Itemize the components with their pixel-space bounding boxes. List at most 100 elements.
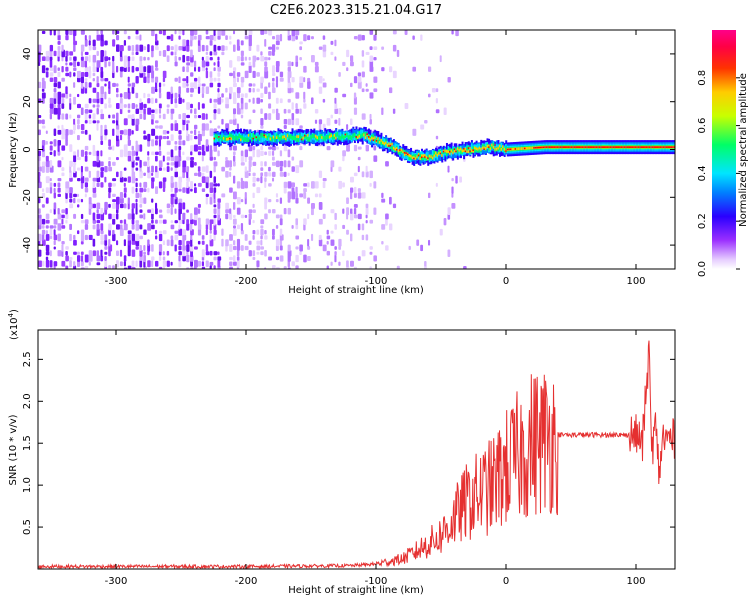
spectrogram-cell — [41, 77, 45, 82]
spectrogram-cell — [236, 256, 240, 261]
spectrogram-ridge-cell — [508, 148, 511, 151]
spectrogram-cell — [233, 261, 237, 266]
spectrogram-ridge-cell — [626, 146, 629, 148]
spectrogram-cell — [162, 219, 167, 224]
spectrogram-cell — [57, 107, 61, 116]
spectrogram-ridge-cell — [247, 133, 250, 141]
spectrogram-cell — [96, 108, 99, 115]
spectrogram-cell — [77, 124, 80, 130]
spectrogram-cell — [217, 198, 221, 203]
spectrogram-cell — [209, 223, 212, 231]
spectrogram-cell — [268, 51, 272, 56]
spectrogram-cell — [131, 160, 135, 168]
spectrogram-cell — [311, 181, 315, 189]
spectrogram-cell — [69, 223, 73, 231]
spectrogram-ridge-cell — [420, 156, 423, 159]
spectrogram-cell — [260, 125, 264, 129]
spectrogram-ridge-cell — [488, 144, 491, 148]
spectrogram-ridge-cell — [294, 130, 297, 141]
spectrogram-cell — [84, 39, 88, 47]
spectrogram-cell — [182, 118, 186, 125]
spectrogram-cell — [127, 109, 131, 113]
spectrogram-cell — [194, 30, 198, 36]
spectrogram-cell — [252, 176, 256, 183]
spectrogram-cell — [73, 234, 76, 241]
spectrogram-cell — [326, 229, 329, 235]
spectrogram-cell — [209, 234, 212, 241]
spectrogram-cell — [295, 103, 298, 109]
spectrogram-cell — [147, 151, 150, 156]
spectrogram-cell — [127, 239, 132, 246]
spectrogram-ridge-cell — [653, 146, 656, 148]
spectrogram-cell — [240, 222, 244, 231]
spectrogram-ridge-cell — [403, 151, 406, 154]
spectrogram-cell — [334, 246, 337, 250]
spectrogram-cell — [174, 145, 178, 151]
spectrogram-cell — [143, 254, 146, 263]
spectrogram-cell — [53, 192, 56, 199]
spectrogram-cell — [84, 35, 87, 41]
spectrogram-ridge-cell — [389, 144, 392, 150]
spectrogram-cell — [108, 223, 112, 231]
spectrogram-cell — [186, 219, 190, 225]
spectrogram-ridge-cell — [405, 152, 408, 154]
spectrogram-cell — [236, 55, 241, 62]
spectrogram-cell — [96, 123, 99, 131]
spectrogram-cell — [45, 165, 50, 173]
spectrogram-cell — [350, 82, 353, 88]
spectrogram-cell — [287, 109, 291, 114]
spectrogram-cell — [77, 134, 80, 141]
spectrogram-ridge-cell — [537, 146, 540, 149]
spectrogram-ridge-cell — [342, 131, 345, 139]
spectrogram-cell — [100, 128, 103, 137]
spectrogram-cell — [373, 34, 377, 41]
spectrogram-cell — [151, 151, 155, 156]
spectrogram-cell — [84, 145, 89, 151]
spectrogram-cell — [166, 156, 171, 161]
spectrogram-cell — [213, 109, 217, 114]
spectrogram-cell — [178, 140, 182, 146]
spectrogram-cell — [162, 251, 165, 256]
spectrogram-ridge-cell — [294, 136, 297, 141]
spectrogram-ridge-cell — [584, 146, 587, 148]
spectrogram-cell — [139, 108, 143, 114]
spectrogram-cell — [158, 214, 163, 219]
spectrogram-cell — [268, 57, 271, 61]
spectrogram-cell — [209, 265, 212, 269]
spectrogram-cell — [84, 78, 88, 82]
spectrogram-cell — [123, 40, 127, 46]
spectrogram-cell — [41, 119, 45, 125]
spectrogram-ridge-cell — [363, 133, 366, 137]
spectrogram-cell — [225, 103, 229, 109]
spectrogram-cell — [92, 66, 96, 73]
spectrogram-cell — [84, 129, 88, 135]
spectrogram-ridge-cell — [254, 134, 257, 139]
spectrogram-cell — [96, 250, 100, 257]
spectrogram-cell — [420, 34, 423, 41]
spectrogram-cell — [213, 229, 217, 235]
spectrogram-cell — [209, 149, 213, 158]
spectrogram-cell — [252, 55, 257, 62]
spectrogram-cell — [240, 155, 244, 163]
spectrogram-cell — [65, 50, 69, 57]
spectrogram-cell — [61, 214, 65, 219]
spectrogram-cell — [104, 255, 107, 261]
spectrogram-cell — [147, 57, 150, 61]
spectrogram-cell — [272, 171, 276, 177]
spectrogram-cell — [38, 198, 41, 204]
spectrogram-cell — [178, 212, 181, 221]
spectrogram-cell — [201, 83, 206, 87]
spectrogram-ridge-cell — [385, 140, 388, 148]
spectrogram-ridge-cell — [353, 132, 356, 138]
spectrogram-cell — [217, 259, 221, 268]
spectrogram-cell — [260, 108, 263, 115]
spectrogram-ridge-cell — [307, 133, 310, 141]
spectrogram-ridge-cell — [591, 146, 594, 148]
spectrogram-cell — [162, 130, 167, 135]
spectrogram-cell — [73, 44, 76, 52]
spectrogram-ridge-cell — [250, 137, 253, 142]
spectrogram-cell — [170, 162, 175, 166]
spectrogram-ridge-cell — [547, 146, 550, 148]
spectrogram-ridge-cell — [614, 146, 617, 148]
spectrogram-ridge-cell — [497, 146, 500, 150]
